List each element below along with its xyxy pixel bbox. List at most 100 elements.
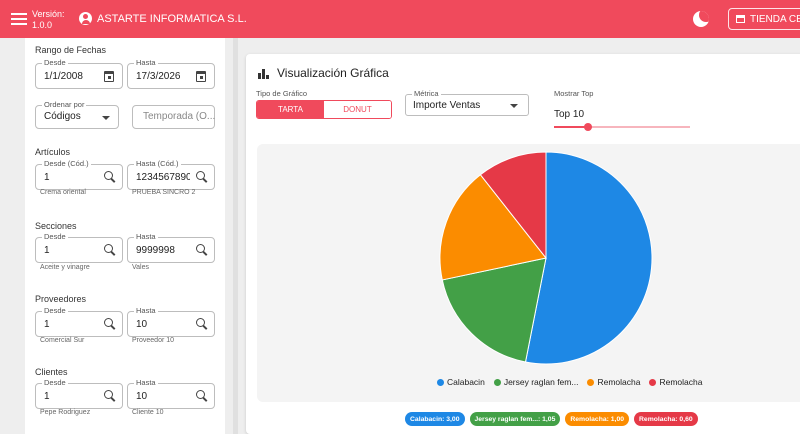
clients-from-field[interactable]: Desde 1	[35, 378, 123, 409]
sections-from-field[interactable]: Desde 1	[35, 232, 123, 263]
legend-dot	[587, 378, 595, 386]
suppliers-title: Proveedores	[35, 294, 87, 304]
articles-from-helper: Crema oriental	[40, 189, 86, 196]
search-icon[interactable]	[104, 390, 116, 402]
panel-scrollbar[interactable]	[233, 38, 238, 434]
date-range-title: Rango de Fechas	[35, 45, 107, 55]
sections-to-label: Hasta	[134, 232, 158, 242]
top-slider-track[interactable]	[554, 126, 690, 128]
legend-label: Remolacha	[597, 377, 641, 387]
suppliers-from-field[interactable]: Desde 1	[35, 306, 123, 337]
suppliers-from-label: Desde	[42, 306, 68, 316]
chart-card: Visualización Gráfica Tipo de Gráfico TA…	[246, 54, 800, 434]
clients-to-label: Hasta	[134, 378, 158, 388]
search-icon[interactable]	[196, 171, 208, 183]
clients-from-value: 1	[44, 391, 50, 402]
date-to-label: Hasta	[134, 58, 158, 68]
articles-from-field[interactable]: Desde (Cód.) 1	[35, 159, 123, 190]
company-selector[interactable]: ASTARTE INFORMATICA S.L.	[79, 12, 247, 25]
date-from-value: 1/1/2008	[44, 71, 83, 82]
date-to-field[interactable]: Hasta 17/3/2026	[127, 58, 215, 89]
sections-to-helper: Vales	[132, 264, 149, 271]
legend-dot	[493, 378, 501, 386]
legend-dot	[437, 378, 444, 386]
articles-to-field[interactable]: Hasta (Cód.) 1234567890	[127, 159, 215, 190]
value-chip: Remolacha: 1,00	[565, 412, 630, 426]
metric-select[interactable]: Métrica Importe Ventas	[405, 89, 529, 116]
legend-item[interactable]: Remolacha	[587, 377, 640, 387]
sections-from-label: Desde	[42, 232, 68, 242]
clients-from-helper: Pepe Rodriguez	[40, 409, 91, 416]
chevron-down-icon	[102, 116, 110, 120]
pie-slice-2[interactable]	[441, 257, 547, 363]
value-chip: Jersey raglan fem...: 1,05	[469, 412, 561, 426]
pie-chart	[439, 151, 653, 365]
suppliers-to-field[interactable]: Hasta 10	[127, 306, 215, 337]
clients-to-field[interactable]: Hasta 10	[127, 378, 215, 409]
chart-type-donut-button[interactable]: DONUT	[324, 101, 391, 118]
sections-from-helper: Aceite y vinagre	[40, 264, 90, 271]
top-slider-fill	[554, 126, 588, 128]
filter-panel: Rango de Fechas Desde 1/1/2008 Hasta 17/…	[25, 38, 225, 434]
company-name: ASTARTE INFORMATICA S.L.	[97, 12, 247, 25]
order-select[interactable]: Ordenar por Códigos	[35, 100, 119, 129]
articles-from-value: 1	[44, 172, 50, 183]
legend-item[interactable]: Remolacha	[649, 377, 702, 387]
order-label: Ordenar por	[42, 100, 87, 110]
articles-to-helper: PRUEBA SINCRO 2	[132, 189, 196, 196]
top-value: Top 10	[554, 109, 585, 120]
legend-label: Calabacin	[447, 377, 485, 387]
search-icon[interactable]	[104, 244, 116, 256]
search-icon[interactable]	[196, 244, 208, 256]
suppliers-to-value: 10	[136, 319, 148, 330]
search-icon[interactable]	[196, 390, 208, 402]
articles-title: Artículos	[35, 147, 71, 157]
chart-type-toggle: TARTA DONUT	[256, 100, 392, 119]
metric-label: Métrica	[412, 89, 441, 99]
clients-to-helper: Cliente 10	[132, 409, 164, 416]
date-to-value: 17/3/2026	[136, 71, 181, 82]
articles-from-label: Desde (Cód.)	[42, 159, 91, 169]
version-label: Versión:	[32, 9, 65, 19]
legend-label: Remolacha	[659, 377, 703, 387]
pie-slice-1[interactable]	[524, 151, 653, 365]
top-app-bar: Versión: 1.0.0 ASTARTE INFORMATICA S.L. …	[0, 0, 800, 38]
calendar-icon[interactable]	[104, 71, 114, 82]
moon-icon[interactable]	[693, 11, 709, 27]
top-label: Mostrar Top	[554, 89, 594, 98]
calendar-icon[interactable]	[196, 71, 206, 82]
clients-from-label: Desde	[42, 378, 68, 388]
date-from-label: Desde	[42, 58, 68, 68]
date-from-field[interactable]: Desde 1/1/2008	[35, 58, 123, 89]
legend-item[interactable]: Calabacin	[437, 377, 485, 387]
metric-value: Importe Ventas	[413, 100, 481, 111]
pie-slice-4[interactable]	[479, 151, 547, 260]
search-icon[interactable]	[104, 171, 116, 183]
top-slider-thumb[interactable]	[584, 123, 592, 131]
clients-title: Clientes	[35, 367, 68, 377]
chart-type-label: Tipo de Gráfico	[256, 89, 307, 98]
store-button[interactable]: TIENDA CENT	[728, 8, 800, 30]
clients-to-value: 10	[136, 391, 148, 402]
version-value: 1.0.0	[32, 20, 53, 30]
value-chips: Calabacin: 3,00 Jersey raglan fem...: 1,0…	[405, 412, 698, 426]
suppliers-from-value: 1	[44, 319, 50, 330]
account-icon	[79, 12, 92, 25]
chart-area: Calabacin Jersey raglan fem... Remolacha Re…	[257, 144, 800, 402]
articles-to-label: Hasta (Cód.)	[134, 159, 181, 169]
legend-label: Jersey raglan fem...	[503, 377, 579, 387]
bar-chart-icon	[258, 69, 269, 79]
pie-slice-3[interactable]	[439, 174, 547, 281]
season-placeholder: Temporada (O...	[143, 111, 216, 122]
search-icon[interactable]	[196, 318, 208, 330]
legend-item[interactable]: Jersey raglan fem...	[493, 377, 579, 387]
search-icon[interactable]	[104, 318, 116, 330]
menu-icon[interactable]	[10, 10, 28, 28]
chart-type-tarta-button[interactable]: TARTA	[257, 101, 324, 118]
legend-dot	[649, 378, 657, 386]
sections-to-field[interactable]: Hasta 9999998	[127, 232, 215, 263]
chart-legend: Calabacin Jersey raglan fem... Remolacha Re…	[437, 377, 702, 387]
sections-from-value: 1	[44, 245, 50, 256]
value-chip: Calabacin: 3,00	[405, 412, 465, 426]
season-input[interactable]: Temporada (O...	[132, 105, 215, 129]
